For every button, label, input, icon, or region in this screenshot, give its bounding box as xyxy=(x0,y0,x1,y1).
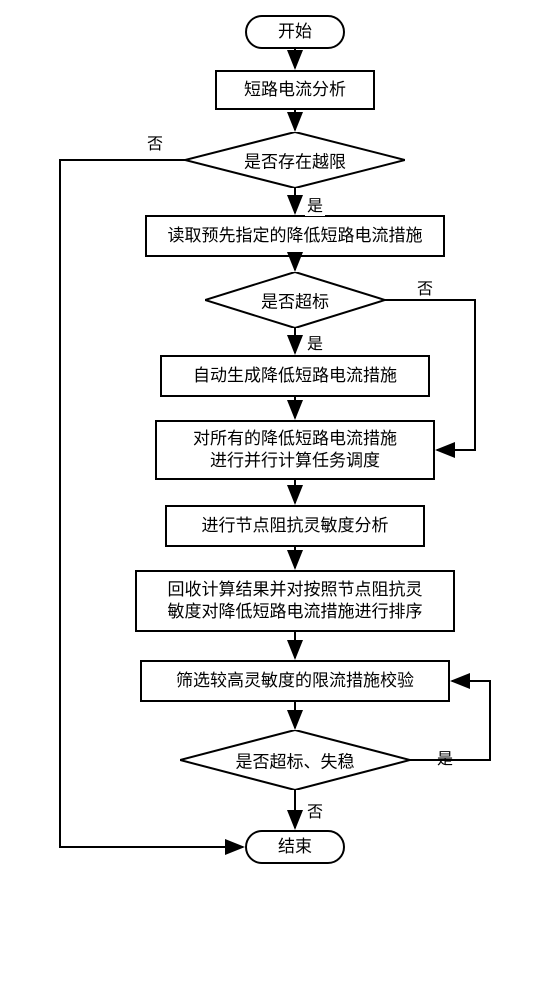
node-parallel-label: 对所有的降低短路电流措施 进行并行计算任务调度 xyxy=(193,428,397,472)
edge-label-d2-yes: 是 xyxy=(305,330,325,354)
node-filter-verify-label: 筛选较高灵敏度的限流措施校验 xyxy=(176,670,414,692)
edge-label-d3-yes: 是 xyxy=(435,745,455,769)
decision-overlimit: 是否存在越限 xyxy=(185,132,405,188)
decision-exceed-label: 是否超标 xyxy=(261,288,329,313)
edge-label-d1-no: 否 xyxy=(145,130,165,154)
node-sensitivity: 进行节点阻抗灵敏度分析 xyxy=(165,505,425,547)
node-end-label: 结束 xyxy=(278,836,312,858)
node-analysis: 短路电流分析 xyxy=(215,70,375,110)
decision-overlimit-label: 是否存在越限 xyxy=(244,148,346,173)
node-autogen: 自动生成降低短路电流措施 xyxy=(160,355,430,397)
node-filter-verify: 筛选较高灵敏度的限流措施校验 xyxy=(140,660,450,702)
node-analysis-label: 短路电流分析 xyxy=(244,79,346,101)
edge-label-d1-yes: 是 xyxy=(305,192,325,216)
node-sensitivity-label: 进行节点阻抗灵敏度分析 xyxy=(202,515,389,537)
node-start-label: 开始 xyxy=(278,21,312,43)
node-autogen-label: 自动生成降低短路电流措施 xyxy=(193,365,397,387)
node-start: 开始 xyxy=(245,15,345,49)
node-collect-sort-label: 回收计算结果并对按照节点阻抗灵 敏度对降低短路电流措施进行排序 xyxy=(168,579,423,623)
decision-unstable-label: 是否超标、失稳 xyxy=(236,748,355,773)
node-collect-sort: 回收计算结果并对按照节点阻抗灵 敏度对降低短路电流措施进行排序 xyxy=(135,570,455,632)
node-read-measures-label: 读取预先指定的降低短路电流措施 xyxy=(168,225,423,247)
edge-label-d2-no: 否 xyxy=(415,275,435,299)
node-parallel: 对所有的降低短路电流措施 进行并行计算任务调度 xyxy=(155,420,435,480)
node-read-measures: 读取预先指定的降低短路电流措施 xyxy=(145,215,445,257)
node-end: 结束 xyxy=(245,830,345,864)
decision-exceed: 是否超标 xyxy=(205,272,385,328)
edge-label-d3-no: 否 xyxy=(305,798,325,822)
decision-unstable: 是否超标、失稳 xyxy=(180,730,410,790)
